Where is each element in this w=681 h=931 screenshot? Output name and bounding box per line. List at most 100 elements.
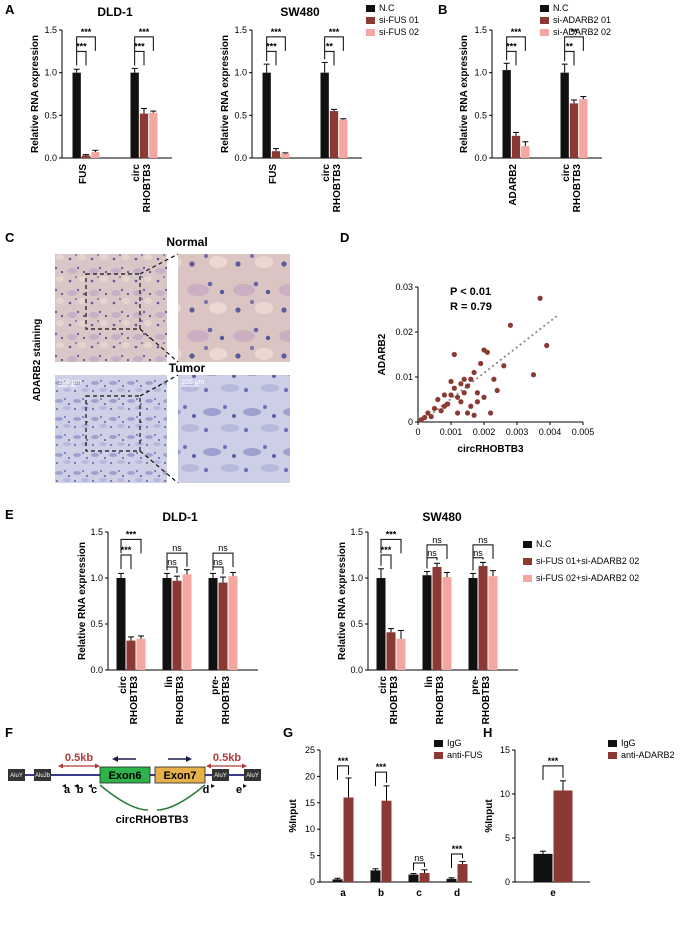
scale-bar-200um: 200 μm bbox=[181, 379, 205, 386]
data-point bbox=[478, 360, 484, 367]
chart-title: DLD-1 bbox=[162, 510, 198, 524]
significance-label: *** bbox=[76, 41, 87, 51]
data-point bbox=[537, 295, 543, 301]
y-tick-label: 1.0 bbox=[474, 68, 487, 78]
chart-title: SW480 bbox=[422, 510, 462, 524]
legend-swatch bbox=[608, 740, 617, 747]
significance-label: ns bbox=[478, 535, 488, 545]
y-tick-label: 1.0 bbox=[90, 573, 103, 583]
significance-label: ** bbox=[326, 41, 334, 51]
data-point bbox=[544, 342, 550, 349]
bar bbox=[332, 879, 343, 882]
bar bbox=[408, 874, 419, 882]
significance-label: *** bbox=[139, 27, 150, 37]
y-tick-label: 0.02 bbox=[395, 327, 413, 337]
category-label: circ bbox=[118, 676, 129, 694]
category-label: RHOBTB3 bbox=[435, 676, 446, 725]
bar bbox=[533, 853, 553, 882]
category-label: FUS bbox=[268, 164, 279, 184]
primer-e-label: e bbox=[236, 784, 242, 796]
category-label: RHOBTB3 bbox=[572, 164, 583, 213]
category-label: circ bbox=[321, 164, 332, 182]
chart-title: DLD-1 bbox=[97, 5, 133, 19]
y-tick-label: 15 bbox=[305, 798, 315, 808]
distance-left-label: 0.5kb bbox=[65, 752, 93, 764]
bar bbox=[457, 864, 468, 882]
significance-bracket bbox=[564, 36, 584, 51]
category-label: circ bbox=[378, 676, 389, 694]
legend-label: N.C bbox=[553, 3, 569, 13]
data-point bbox=[431, 405, 438, 412]
data-point bbox=[441, 392, 447, 398]
significance-bracket bbox=[380, 554, 392, 569]
bar bbox=[560, 72, 569, 158]
bar bbox=[488, 576, 498, 670]
significance-bracket bbox=[380, 538, 402, 554]
legend-label: IgG bbox=[621, 738, 636, 748]
alu-box-1 bbox=[8, 769, 25, 781]
panel-label-a: A bbox=[5, 2, 15, 17]
bar bbox=[370, 870, 381, 882]
primer-d-label: d bbox=[203, 784, 210, 796]
y-tick-label: 5 bbox=[505, 833, 510, 843]
legend-label: si-FUS 01 bbox=[379, 15, 419, 25]
significance-label: ** bbox=[570, 27, 578, 37]
significance-label: *** bbox=[338, 756, 349, 766]
y-tick-label: 10 bbox=[305, 824, 315, 834]
data-point bbox=[464, 410, 471, 416]
bar bbox=[381, 800, 392, 882]
backsplice-arc-left bbox=[99, 784, 149, 811]
significance-label: *** bbox=[81, 27, 92, 37]
bar bbox=[271, 151, 281, 158]
y-tick-label: 5 bbox=[310, 851, 315, 861]
significance-label: ns bbox=[473, 548, 483, 558]
bar bbox=[339, 119, 348, 158]
y-tick-label: 0.01 bbox=[395, 372, 413, 382]
legend-swatch bbox=[523, 541, 532, 548]
y-tick-label: 0.0 bbox=[90, 665, 103, 675]
bar bbox=[569, 103, 579, 158]
data-point bbox=[428, 414, 434, 420]
panel-label-c: C bbox=[5, 230, 15, 245]
bar bbox=[386, 632, 396, 670]
significance-bracket bbox=[120, 554, 132, 569]
bar bbox=[320, 72, 329, 158]
chart-title: SW480 bbox=[280, 5, 320, 19]
data-point bbox=[455, 410, 461, 416]
stat-annotation: R = 0.79 bbox=[450, 301, 492, 313]
legend-swatch bbox=[366, 17, 375, 24]
exon7-label: Exon7 bbox=[163, 770, 196, 782]
legend-label: IgG bbox=[447, 738, 462, 748]
legend-swatch bbox=[608, 752, 617, 759]
category-label: lin bbox=[424, 676, 435, 688]
significance-bracket bbox=[266, 50, 277, 66]
y-tick-label: 1.5 bbox=[474, 25, 487, 35]
bar bbox=[81, 155, 91, 158]
significance-bracket bbox=[212, 566, 224, 575]
significance-label: ns bbox=[427, 548, 437, 558]
primer-b-marker bbox=[74, 784, 78, 788]
significance-bracket bbox=[324, 50, 335, 66]
data-point bbox=[422, 414, 428, 421]
bar bbox=[432, 566, 442, 670]
significance-label: *** bbox=[386, 529, 397, 539]
distance-right-arrow-head-a bbox=[206, 763, 211, 769]
circrhobtb3-label: circRHOBTB3 bbox=[116, 814, 189, 826]
distance-left-arrow-head-b bbox=[95, 763, 100, 769]
category-label: c bbox=[416, 888, 422, 899]
category-label: RHOBTB3 bbox=[129, 676, 140, 725]
significance-bracket bbox=[542, 765, 564, 780]
category-label: RHOBTB3 bbox=[332, 164, 343, 213]
y-tick-label: 0.5 bbox=[90, 619, 103, 629]
bar bbox=[511, 135, 521, 158]
legend-label: si-ADARB2 01 bbox=[553, 15, 611, 25]
tumor-zoom-line-top bbox=[139, 374, 179, 397]
y-tick-label: 0.5 bbox=[44, 110, 57, 120]
bar bbox=[396, 638, 406, 670]
tumor-zoom-box bbox=[85, 395, 141, 452]
significance-bracket bbox=[413, 862, 425, 871]
y-tick-label: 0 bbox=[408, 417, 413, 427]
histology-panel: Normal Tumor ADARB2 staining 100 μm 200 … bbox=[32, 235, 290, 484]
primer-a-label: a bbox=[64, 784, 71, 796]
